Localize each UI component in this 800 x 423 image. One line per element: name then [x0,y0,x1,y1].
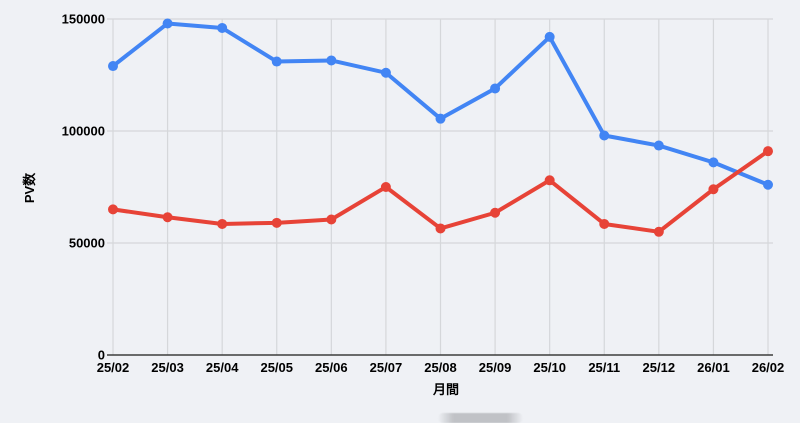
y-axis-title: PV数 [22,172,37,203]
x-tick-label: 25/04 [206,360,239,375]
blue-series-point[interactable] [271,56,282,67]
scrollbar-thumb[interactable] [438,413,523,423]
x-axis-title: 月間 [432,382,459,397]
blue-series-point[interactable] [435,113,446,124]
y-tick-label: 150000 [62,12,105,27]
x-tick-label: 25/12 [643,360,676,375]
red-series-point[interactable] [108,204,118,215]
blue-series-point[interactable] [653,140,664,151]
red-series-point[interactable] [544,175,555,186]
x-tick-label: 25/09 [479,360,512,375]
y-tick-label: 50000 [69,236,105,251]
x-tick-label: 25/07 [370,360,403,375]
y-tick-label: 0 [98,348,105,363]
red-series-point[interactable] [162,212,173,223]
red-series-point[interactable] [326,214,337,225]
x-tick-label: 26/01 [697,360,730,375]
blue-series-point[interactable] [490,83,501,94]
red-series-point[interactable] [380,182,391,192]
red-series-point[interactable] [435,223,446,234]
red-series-point[interactable] [763,146,773,157]
x-tick-label: 25/05 [260,360,293,375]
blue-series-point[interactable] [326,55,337,66]
x-tick-label: 26/02 [752,360,785,375]
y-tick-label: 100000 [62,124,105,139]
blue-series-point[interactable] [217,22,228,33]
blue-series-point[interactable] [708,157,719,168]
red-series-point[interactable] [490,207,501,218]
x-tick-label: 25/08 [424,360,457,375]
red-series-point[interactable] [653,226,664,237]
series-layer [108,18,773,237]
x-tick-label: 25/02 [97,360,130,375]
red-series-point[interactable] [708,184,719,195]
x-tick-label: 25/10 [533,360,566,375]
red-series-point[interactable] [217,218,228,229]
blue-series-point[interactable] [544,31,555,42]
blue-series-point[interactable] [108,61,118,72]
label-layer: 0 50000 100000 150000 25/02 25/03 25/04 25/05 25… [62,12,785,376]
x-tick-label: 25/11 [588,360,620,375]
x-tick-label: 25/03 [151,360,184,375]
x-tick-label: 25/06 [315,360,348,375]
blue-series-point[interactable] [763,179,773,190]
red-series-point[interactable] [599,218,610,229]
blue-series-point[interactable] [380,67,391,78]
grid-layer [107,18,773,356]
blue-series-point[interactable] [599,130,610,141]
red-series-point[interactable] [271,217,282,228]
blue-series-point[interactable] [162,18,173,29]
